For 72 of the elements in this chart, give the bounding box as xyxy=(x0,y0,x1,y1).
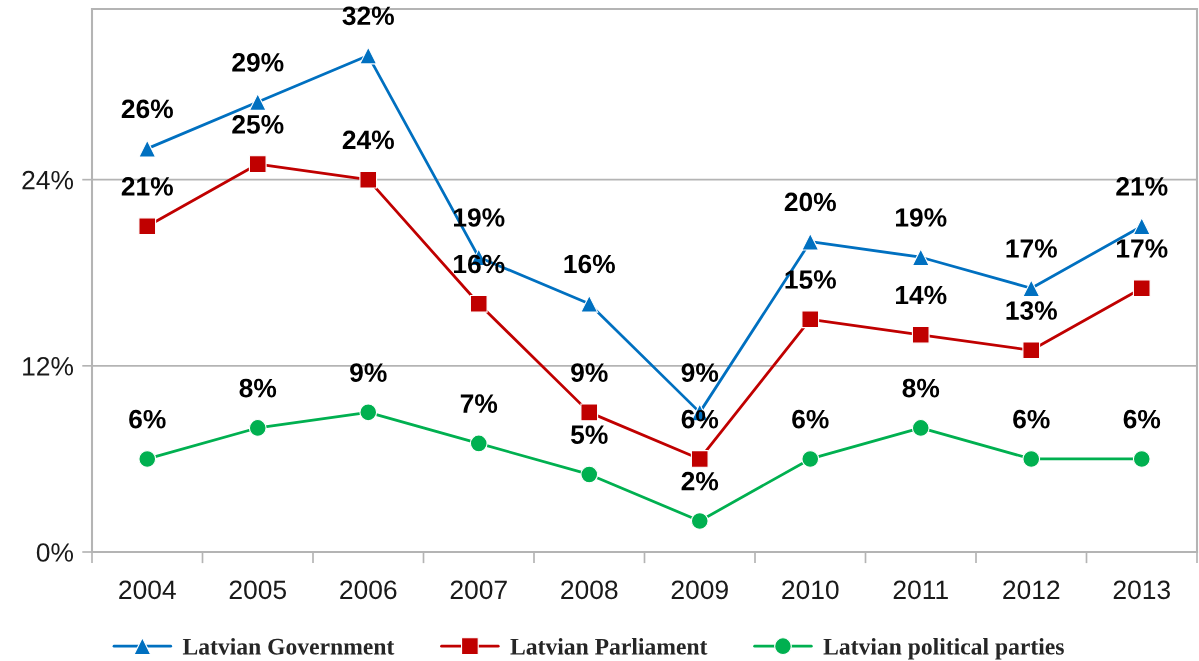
data-label: 6% xyxy=(681,409,719,429)
x-tick-label: 2005 xyxy=(229,580,286,600)
point xyxy=(1022,279,1041,298)
point xyxy=(801,450,820,468)
data-label: 6% xyxy=(129,409,166,429)
data-label: 21% xyxy=(1116,177,1168,196)
data-label: 15% xyxy=(785,270,836,289)
x-tick-label: 2013 xyxy=(1113,580,1170,600)
data-label: 8% xyxy=(902,378,940,398)
point xyxy=(1022,341,1041,360)
data-label: 25% xyxy=(232,115,284,134)
data-label: 9% xyxy=(571,363,608,382)
data-label: 8% xyxy=(239,378,277,398)
data-label: 7% xyxy=(460,394,498,413)
data-label: 29% xyxy=(232,52,284,72)
point xyxy=(248,93,267,111)
data-label: 6% xyxy=(792,409,829,429)
data-label: 20% xyxy=(784,192,836,212)
point xyxy=(248,155,267,174)
legend-label: Latvian political parties xyxy=(823,638,1064,660)
y-tick-label: 0% xyxy=(36,543,74,562)
point xyxy=(690,450,709,468)
data-label: 19% xyxy=(896,208,947,227)
x-tick-label: 2012 xyxy=(1003,580,1060,600)
data-label: 32% xyxy=(342,6,394,26)
point xyxy=(690,512,709,530)
point xyxy=(1022,450,1041,468)
data-label: 2% xyxy=(681,471,719,491)
x-tick-label: 2007 xyxy=(450,580,507,600)
point xyxy=(1132,279,1151,298)
point xyxy=(580,465,599,484)
point xyxy=(911,325,930,344)
data-label: 6% xyxy=(1013,409,1050,429)
point xyxy=(469,294,488,313)
data-label: 24% xyxy=(342,130,394,150)
data-label: 9% xyxy=(350,363,387,382)
y-tick-label: 24% xyxy=(22,170,74,190)
point xyxy=(801,232,820,251)
point xyxy=(138,139,157,158)
x-tick-label: 2009 xyxy=(671,580,728,600)
data-label: 13% xyxy=(1006,301,1057,320)
data-label: 17% xyxy=(1006,239,1057,258)
point xyxy=(911,418,930,437)
point xyxy=(469,434,488,453)
point xyxy=(138,217,157,236)
point xyxy=(1132,450,1151,468)
point xyxy=(911,248,930,267)
data-label: 5% xyxy=(570,425,608,445)
point xyxy=(359,403,378,422)
data-label: 9% xyxy=(681,363,719,382)
point xyxy=(1132,217,1151,236)
data-label: 17% xyxy=(1117,239,1168,258)
point xyxy=(801,310,820,329)
data-label: 21% xyxy=(121,177,173,196)
data-label: 26% xyxy=(121,99,173,119)
x-tick-label: 2010 xyxy=(782,580,839,600)
legend-label: Latvian Parliament xyxy=(510,638,708,655)
point xyxy=(359,170,378,189)
point xyxy=(580,403,599,422)
x-tick-label: 2006 xyxy=(340,580,397,600)
y-tick-label: 12% xyxy=(23,356,74,376)
data-label: 6% xyxy=(1123,409,1161,429)
data-label: 16% xyxy=(564,254,615,274)
point xyxy=(580,294,599,313)
legend-label: Latvian Government xyxy=(182,638,395,655)
data-label: 14% xyxy=(896,285,947,305)
point xyxy=(359,46,378,65)
x-tick-label: 2011 xyxy=(893,580,948,600)
point xyxy=(138,450,157,468)
x-tick-label: 2004 xyxy=(119,580,176,600)
x-tick-label: 2008 xyxy=(561,580,618,600)
point xyxy=(248,418,267,437)
